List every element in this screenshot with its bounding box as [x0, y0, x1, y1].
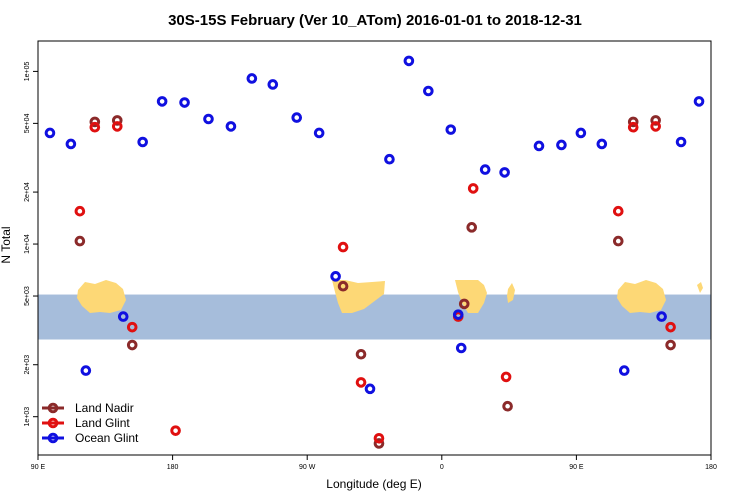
point-land-nadir — [612, 235, 624, 247]
point-ocean-glint — [445, 124, 457, 135]
x-axis-label: Longitude (deg E) — [326, 477, 421, 491]
point-land-nadir — [337, 280, 349, 292]
x-tick-label: 0 — [440, 464, 444, 471]
point-land-glint — [355, 377, 367, 388]
point-land-nadir — [89, 116, 101, 128]
legend-marker — [47, 432, 59, 444]
legend-label: Land Nadir — [75, 401, 134, 415]
legend-label: Land Glint — [75, 416, 130, 430]
point-ocean-glint — [137, 136, 148, 148]
point-land-nadir — [74, 235, 86, 247]
point-ocean-glint — [44, 127, 56, 139]
point-ocean-glint — [423, 85, 434, 97]
point-ocean-glint — [455, 342, 467, 354]
point-ocean-glint — [575, 127, 587, 139]
y-tick-label: 2e+03 — [24, 355, 31, 375]
point-land-glint — [665, 321, 676, 333]
point-land-glint — [500, 371, 512, 383]
point-land-glint — [612, 205, 624, 217]
point-ocean-glint — [596, 138, 608, 150]
y-tick-label: 1e+04 — [24, 234, 31, 254]
point-ocean-glint — [384, 153, 395, 165]
y-axis: 1e+03 2e+03 5e+03 1e+04 2e+04 5e+04 1e+05 — [24, 61, 38, 427]
legend-marker — [47, 417, 59, 429]
point-land-nadir — [373, 438, 385, 449]
legend-item-land-glint: Land Glint — [42, 416, 130, 430]
y-axis-label: N Total — [0, 226, 13, 263]
chart-title: 30S-15S February (Ver 10_ATom) 2016-01-0… — [168, 12, 582, 29]
point-ocean-glint — [117, 311, 129, 322]
y-tick-label: 5e+04 — [24, 113, 31, 133]
point-land-nadir — [650, 115, 661, 126]
point-land-nadir — [126, 339, 138, 351]
y-tick-label: 5e+03 — [24, 286, 31, 306]
point-ocean-glint — [65, 138, 77, 150]
point-ocean-glint — [156, 96, 168, 107]
point-ocean-glint — [364, 383, 376, 395]
point-ocean-glint — [556, 139, 567, 151]
point-land-glint — [170, 425, 181, 436]
point-ocean-glint — [246, 73, 258, 84]
point-land-nadir — [502, 400, 513, 412]
point-land-nadir — [458, 298, 470, 310]
legend-item-land-nadir: Land Nadir — [42, 401, 134, 415]
y-tick-label: 1e+05 — [24, 61, 31, 81]
point-ocean-glint — [225, 121, 237, 132]
point-ocean-glint — [80, 365, 92, 376]
point-ocean-glint — [479, 164, 491, 175]
x-tick-label: 180 — [167, 464, 179, 471]
point-land-nadir — [355, 348, 367, 360]
x-axis: 90 E 180 90 W 0 90 E 180 — [31, 455, 717, 471]
new-zealand-land — [697, 282, 703, 293]
point-ocean-glint — [403, 55, 415, 67]
point-ocean-glint — [533, 140, 545, 152]
point-ocean-glint — [693, 96, 705, 107]
point-land-glint — [89, 121, 101, 133]
point-land-glint — [74, 205, 86, 217]
point-land-glint — [467, 183, 479, 194]
australia-land-left — [77, 280, 126, 313]
ocean-strip — [38, 294, 711, 340]
point-land-nadir — [627, 116, 639, 128]
point-ocean-glint — [203, 113, 214, 125]
y-tick-label: 2e+04 — [24, 182, 31, 202]
y-tick-label: 1e+03 — [24, 407, 31, 427]
point-land-glint — [373, 432, 385, 444]
point-ocean-glint — [179, 97, 190, 108]
australia-land-right — [617, 280, 666, 313]
plot-frame — [37, 40, 712, 456]
point-ocean-glint — [313, 127, 325, 139]
point-land-nadir — [665, 339, 676, 351]
x-tick-label: 180 — [705, 464, 717, 471]
world-map-band — [38, 280, 711, 340]
point-ocean-glint — [675, 136, 687, 148]
point-ocean-glint — [291, 112, 303, 123]
point-land-glint — [337, 241, 349, 253]
x-tick-label: 90 E — [569, 464, 584, 471]
point-land-glint — [650, 121, 661, 132]
point-land-nadir — [466, 222, 478, 233]
data-points — [44, 55, 705, 449]
point-land-nadir — [111, 115, 123, 126]
point-ocean-glint — [267, 79, 279, 90]
madagascar-land — [507, 283, 515, 303]
point-ocean-glint — [656, 311, 667, 322]
point-ocean-glint — [452, 309, 464, 320]
legend-label: Ocean Glint — [75, 431, 139, 445]
legend-marker — [47, 402, 59, 414]
point-land-glint — [126, 321, 138, 333]
point-ocean-glint — [618, 365, 630, 376]
legend-item-ocean-glint: Ocean Glint — [42, 431, 139, 445]
x-tick-label: 90 W — [299, 464, 316, 471]
point-land-glint — [111, 121, 123, 132]
point-land-glint — [627, 121, 639, 133]
africa-land — [455, 280, 487, 313]
point-ocean-glint — [330, 271, 341, 282]
x-tick-label: 90 E — [31, 464, 46, 471]
point-ocean-glint — [499, 167, 510, 178]
